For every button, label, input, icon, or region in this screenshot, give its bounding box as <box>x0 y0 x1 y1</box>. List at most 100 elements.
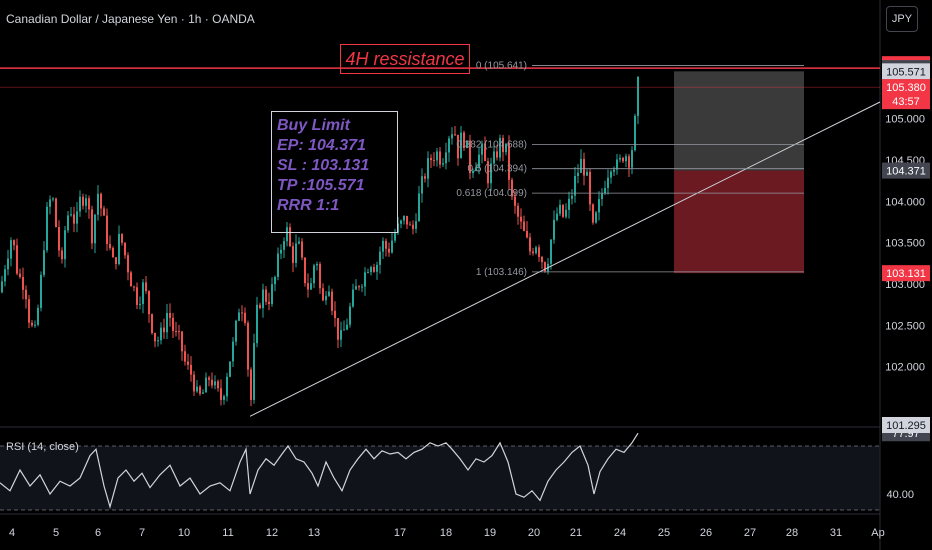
candle-body <box>355 286 357 290</box>
candle-body <box>94 214 96 244</box>
candle-body <box>367 272 369 274</box>
candle-body <box>604 187 606 194</box>
time-tick-label: 5 <box>53 527 59 539</box>
candle-body <box>85 198 87 206</box>
candle-body <box>178 331 180 333</box>
candle-body <box>265 289 267 302</box>
candle-body <box>274 276 276 285</box>
time-tick-label: 6 <box>95 527 101 539</box>
candle-body <box>541 256 543 263</box>
time-tick-label: 17 <box>394 527 406 539</box>
candle-body <box>280 249 282 254</box>
candle-body <box>430 158 432 161</box>
candle-body <box>484 143 486 162</box>
candle-body <box>217 381 219 389</box>
candle-body <box>550 239 552 264</box>
candle-body <box>130 272 132 287</box>
candle-body <box>19 273 21 277</box>
candle-body <box>4 269 6 282</box>
candle-body <box>304 257 306 284</box>
candle-body <box>373 267 375 272</box>
candle-body <box>613 169 615 172</box>
price-label-badge <box>882 265 930 282</box>
candle-body <box>565 209 567 217</box>
candle-body <box>562 204 564 217</box>
candle-body <box>586 171 588 176</box>
candle-body <box>544 262 546 272</box>
candle-body <box>436 151 438 161</box>
candle-body <box>232 341 234 362</box>
candle-body <box>259 304 261 309</box>
candle-body <box>376 264 378 272</box>
candle-body <box>121 233 123 243</box>
price-label-text: 105.380 <box>886 82 926 94</box>
trade-note[interactable]: Buy Limit EP: 104.371 SL : 103.131 TP :1… <box>271 111 398 233</box>
candle-body <box>172 317 174 332</box>
candle-body <box>610 171 612 178</box>
candle-body <box>460 132 462 159</box>
candle-body <box>238 312 240 321</box>
candle-body <box>424 176 426 179</box>
candle-body <box>298 241 300 244</box>
candle-body <box>418 193 420 222</box>
candle-body <box>328 291 330 296</box>
candle-body <box>16 245 18 274</box>
candle-body <box>517 205 519 217</box>
candle-body <box>229 361 231 377</box>
candle-body <box>385 240 387 249</box>
candle-body <box>64 230 66 260</box>
candle-body <box>34 324 36 326</box>
resistance-label[interactable]: 4H ressistance <box>340 44 470 74</box>
candle-body <box>331 291 333 311</box>
candle-body <box>601 193 603 200</box>
candle-body <box>346 324 348 330</box>
candle-body <box>487 161 489 184</box>
candle-body <box>205 377 207 393</box>
candle-body <box>67 215 69 231</box>
candle-body <box>433 160 435 162</box>
candle-body <box>82 196 84 206</box>
price-tick-label: 103.000 <box>885 279 925 291</box>
candle-body <box>193 374 195 392</box>
candle-body <box>166 312 168 333</box>
candle-body <box>361 286 363 288</box>
candle-body <box>574 176 576 196</box>
candle-body <box>595 212 597 223</box>
candle-body <box>196 386 198 392</box>
price-label-badge <box>882 79 930 110</box>
candle-body <box>184 351 186 362</box>
candle-body <box>469 140 471 174</box>
price-tick-label: 104.000 <box>885 196 925 208</box>
candle-body <box>37 307 39 325</box>
time-tick-label: 21 <box>570 527 582 539</box>
candle-body <box>478 154 480 168</box>
candle-body <box>514 196 516 206</box>
candle-body <box>553 219 555 240</box>
fib-level-label: 1 (103.146) <box>476 267 527 278</box>
candle-body <box>400 220 402 224</box>
currency-button[interactable]: JPY <box>886 6 918 32</box>
candle-body <box>73 214 75 224</box>
candle-body <box>577 172 579 177</box>
candle-body <box>127 255 129 273</box>
trendline <box>249 101 881 417</box>
price-label-text: 105.571 <box>886 66 926 78</box>
time-tick-label: 24 <box>614 527 626 539</box>
candle-body <box>61 250 63 260</box>
candle-body <box>505 143 507 153</box>
time-tick-label: 27 <box>744 527 756 539</box>
fib-level-label: 0.382 (104.688) <box>456 139 527 150</box>
candle-body <box>622 157 624 162</box>
candle-body <box>472 170 474 174</box>
time-tick-label: Ap <box>871 527 884 539</box>
candle-body <box>43 250 45 275</box>
candle-body <box>475 167 477 171</box>
candle-body <box>454 134 456 136</box>
time-tick-label: 31 <box>830 527 842 539</box>
candle-body <box>244 312 246 323</box>
price-tick-label: 103.500 <box>885 238 925 250</box>
candle-body <box>292 246 294 263</box>
candle-body <box>208 377 210 380</box>
